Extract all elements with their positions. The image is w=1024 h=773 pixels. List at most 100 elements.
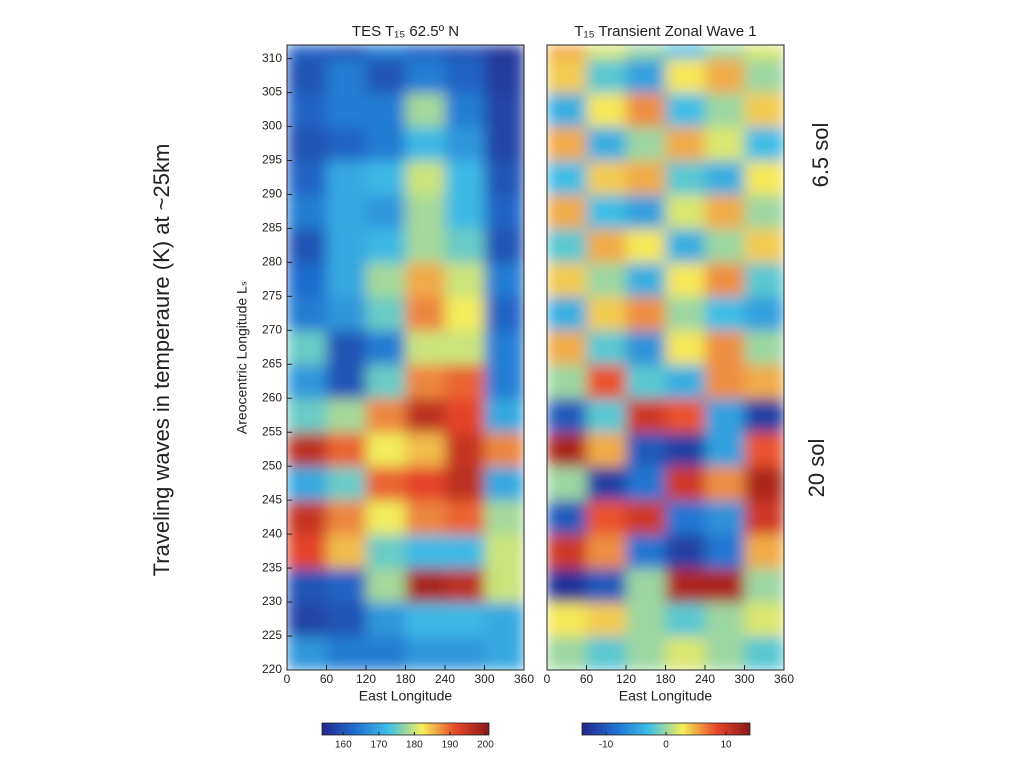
heatmap-cell <box>445 194 485 229</box>
heatmap-cell <box>744 602 784 637</box>
heatmap-cell <box>665 92 706 128</box>
heatmap-cell <box>626 466 666 501</box>
heatmap-cell <box>484 126 524 161</box>
x-tick-label: 360 <box>514 672 534 686</box>
heatmap-cell <box>287 194 327 229</box>
heatmap-cell <box>445 330 485 365</box>
heatmap-cell <box>665 194 706 229</box>
heatmap-cell <box>547 330 587 365</box>
chart-title: T₁₅ Transient Zonal Wave 1 <box>574 23 756 40</box>
heatmap-cell <box>547 500 587 535</box>
x-tick-label: 240 <box>435 672 455 686</box>
heatmap-cell <box>705 432 745 467</box>
y-tick-label: 300 <box>262 119 282 133</box>
heatmap-cell <box>366 194 406 229</box>
heatmap-cell <box>705 194 745 229</box>
heatmap-cell <box>547 92 587 128</box>
heatmap-cell <box>665 398 706 433</box>
y-tick-label: 225 <box>262 628 282 642</box>
heatmap-cell <box>705 466 745 501</box>
heatmap-cell <box>547 534 587 569</box>
heatmap-cell <box>405 364 446 399</box>
heatmap-cell <box>405 194 446 229</box>
heatmap-cell <box>405 534 446 569</box>
x-axis-label: East Longitude <box>359 688 453 704</box>
heatmap-cell <box>665 58 706 94</box>
heatmap-cell <box>586 45 627 60</box>
heatmap-cell <box>484 534 524 569</box>
heatmap-cell <box>326 636 367 670</box>
heatmap-cell <box>405 568 446 603</box>
heatmap-cell <box>705 636 745 670</box>
heatmap-cells <box>547 45 784 670</box>
heatmap-cell <box>484 160 524 195</box>
heatmap-cell <box>484 58 524 94</box>
heatmap-cell <box>626 194 666 229</box>
y-tick-label: 265 <box>262 356 282 370</box>
heatmap-cell <box>287 534 327 569</box>
heatmap-cell <box>665 636 706 670</box>
heatmap-cell <box>744 58 784 94</box>
heatmap-cell <box>744 126 784 161</box>
heatmap-cell <box>547 126 587 161</box>
heatmap-cell <box>705 364 745 399</box>
heatmap-cell <box>626 330 666 365</box>
colorbar-tick-label: 160 <box>335 740 352 751</box>
heatmap-cell <box>326 262 367 297</box>
heatmap-cell <box>547 194 587 229</box>
heatmap-cell <box>547 432 587 467</box>
heatmap-cell <box>405 602 446 637</box>
heatmap-cell <box>366 228 406 263</box>
x-tick-label: 240 <box>695 672 715 686</box>
heatmap-cell <box>484 636 524 670</box>
heatmap-cell <box>405 432 446 467</box>
heatmap-cell <box>366 296 406 331</box>
heatmap-cell <box>665 602 706 637</box>
heatmap-cell <box>326 602 367 637</box>
heatmap-cell <box>287 466 327 501</box>
x-tick-label: 300 <box>474 672 494 686</box>
heatmap-cell <box>484 228 524 263</box>
heatmap-cell <box>626 636 666 670</box>
heatmap-cell <box>586 432 627 467</box>
heatmap-cell <box>287 398 327 433</box>
heatmap-cell <box>287 432 327 467</box>
chart-title: TES T₁₅ 62.5º N <box>352 23 459 40</box>
heatmap-cell <box>586 58 627 94</box>
heatmap-cell <box>744 160 784 195</box>
heatmap-cell <box>665 296 706 331</box>
heatmap-cell <box>626 602 666 637</box>
heatmap-cell <box>626 160 666 195</box>
heatmap-cell <box>705 568 745 603</box>
heatmap-cell <box>626 262 666 297</box>
heatmap-cell <box>366 45 406 60</box>
heatmap-cell <box>665 364 706 399</box>
heatmap-cell <box>366 398 406 433</box>
heatmap-cell <box>445 534 485 569</box>
heatmap-cell <box>484 330 524 365</box>
heatmap-cell <box>665 568 706 603</box>
heatmap-cells <box>287 45 524 670</box>
heatmap-cell <box>586 636 627 670</box>
heatmap-cell <box>405 160 446 195</box>
heatmap-cell <box>366 432 406 467</box>
heatmap-cell <box>445 398 485 433</box>
heatmap-cell <box>445 262 485 297</box>
heatmap-cell <box>744 534 784 569</box>
heatmap-cell <box>445 45 485 60</box>
heatmap-cell <box>405 262 446 297</box>
heatmap-cell <box>287 160 327 195</box>
heatmap-cell <box>484 568 524 603</box>
heatmap-cell <box>744 398 784 433</box>
heatmap-cell <box>405 466 446 501</box>
heatmap-cell <box>445 92 485 128</box>
heatmap-cell <box>744 330 784 365</box>
heatmap-cell <box>547 398 587 433</box>
heatmap-cell <box>366 160 406 195</box>
heatmap-cell <box>326 126 367 161</box>
x-tick-label: 360 <box>774 672 794 686</box>
heatmap-cell <box>405 228 446 263</box>
heatmap-cell <box>326 500 367 535</box>
heatmap-cell <box>326 398 367 433</box>
heatmap-cell <box>405 500 446 535</box>
